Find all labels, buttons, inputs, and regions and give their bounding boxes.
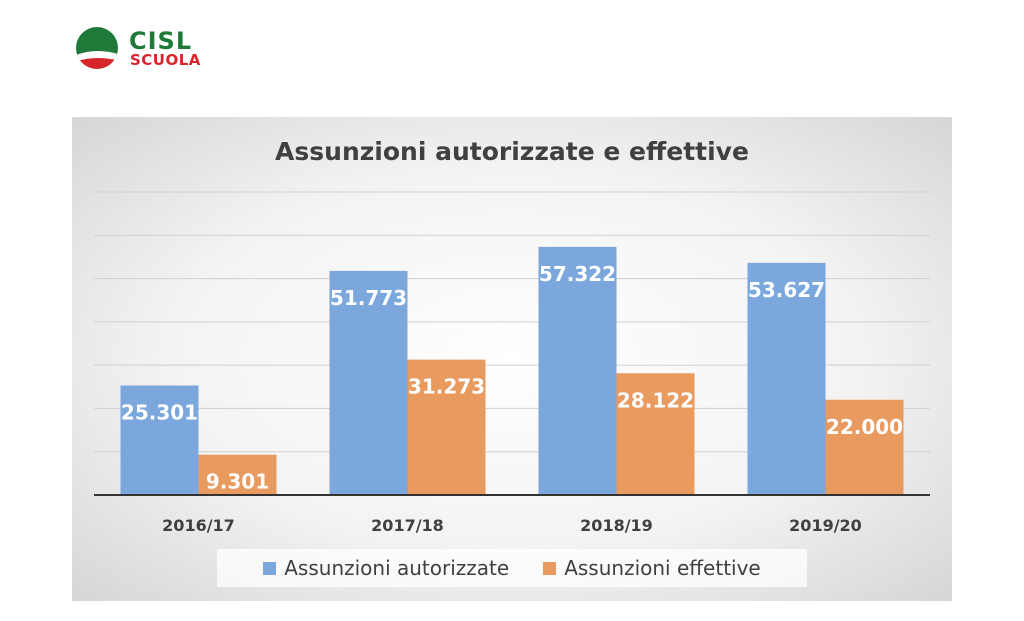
bar-effettive-2016-17	[198, 454, 277, 495]
chart-legend: Assunzioni autorizzate Assunzioni effett…	[217, 549, 807, 587]
bar-autorizzate-2017-18	[329, 270, 408, 495]
bar-effettive-2019-20	[825, 399, 904, 495]
legend-swatch-effettive	[543, 561, 557, 575]
logo-text-scuola: SCUOLA	[130, 51, 201, 69]
bar-effettive-2017-18	[407, 359, 486, 495]
bar-chart: 25.301 9.301 2016/17 51.773 31.273 2017/18 57.…	[94, 191, 930, 535]
logo-text-cisl: CISL	[129, 27, 193, 55]
bar-autorizzate-2019-20	[747, 262, 826, 495]
logo-emblem-icon	[76, 27, 118, 69]
data-label: 53.627	[748, 278, 825, 302]
category-label: 2019/20	[789, 516, 862, 535]
cisl-scuola-logo: CISL SCUOLA	[74, 26, 214, 74]
legend-label-effettive: Assunzioni effettive	[564, 556, 761, 580]
data-label: 28.122	[617, 388, 694, 412]
data-label: 51.773	[330, 286, 407, 310]
legend-swatch-autorizzate	[263, 561, 277, 575]
data-label: 31.273	[408, 375, 485, 399]
data-label: 9.301	[206, 470, 269, 494]
data-label: 22.000	[826, 415, 903, 439]
data-label: 25.301	[121, 400, 198, 424]
category-label: 2018/19	[580, 516, 653, 535]
category-label: 2017/18	[371, 516, 444, 535]
chart-panel: Assunzioni autorizzate e effettive 25.30…	[72, 117, 952, 601]
legend-label-autorizzate: Assunzioni autorizzate	[284, 556, 510, 580]
bar-autorizzate-2016-17	[120, 385, 199, 495]
chart-title: Assunzioni autorizzate e effettive	[275, 137, 749, 166]
bar-effettive-2018-19	[616, 373, 695, 495]
data-label: 57.322	[539, 262, 616, 286]
category-label: 2016/17	[162, 516, 235, 535]
legend-item-effettive: Assunzioni effettive	[543, 556, 761, 580]
legend-item-autorizzate: Assunzioni autorizzate	[263, 556, 509, 580]
bar-autorizzate-2018-19	[538, 246, 617, 495]
